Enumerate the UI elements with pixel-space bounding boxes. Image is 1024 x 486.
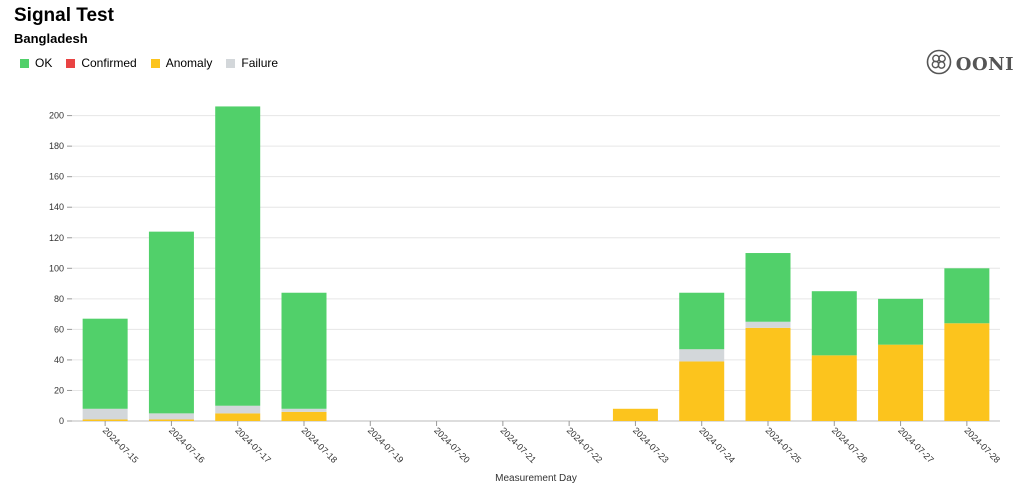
- y-tick-label: 80: [54, 294, 64, 304]
- ooni-logo-icon: [926, 49, 952, 80]
- bar-ok: [281, 292, 327, 409]
- bar-ok: [148, 231, 194, 414]
- bar-ok: [679, 292, 725, 350]
- legend-item-anomaly[interactable]: Anomaly: [150, 56, 213, 70]
- bar-failure: [745, 321, 791, 328]
- legend: OK Confirmed Anomaly Failure: [20, 56, 278, 70]
- legend-swatch-confirmed: [66, 58, 76, 68]
- bar-anomaly: [878, 344, 924, 421]
- x-tick-label: 2024-07-25: [764, 425, 804, 465]
- bar-failure: [148, 413, 194, 420]
- x-tick-label: 2024-07-28: [962, 425, 1002, 465]
- x-tick-label: 2024-07-19: [366, 425, 406, 465]
- bar-failure: [281, 408, 327, 412]
- x-tick-label: 2024-07-22: [565, 425, 605, 465]
- x-tick-label: 2024-07-21: [498, 425, 538, 465]
- y-tick-label: 120: [49, 233, 64, 243]
- bar-ok: [745, 253, 791, 322]
- y-tick-label: 40: [54, 355, 64, 365]
- legend-swatch-anomaly: [150, 58, 160, 68]
- legend-label-confirmed: Confirmed: [81, 56, 137, 70]
- bar-anomaly: [612, 408, 658, 421]
- bar-anomaly: [745, 327, 791, 421]
- x-tick-label: 2024-07-20: [432, 425, 472, 465]
- x-tick-label: 2024-07-15: [101, 425, 141, 465]
- legend-item-failure[interactable]: Failure: [226, 56, 278, 70]
- y-tick-label: 160: [49, 172, 64, 182]
- bar-ok: [878, 298, 924, 345]
- x-tick-label: 2024-07-26: [830, 425, 870, 465]
- legend-label-ok: OK: [35, 56, 53, 70]
- x-tick-label: 2024-07-18: [300, 425, 340, 465]
- bar-ok: [944, 268, 990, 324]
- bar-failure: [679, 349, 725, 362]
- ooni-logo: OONI: [926, 49, 1014, 80]
- bar-anomaly: [148, 419, 194, 421]
- bar-anomaly: [281, 411, 327, 421]
- legend-swatch-failure: [226, 58, 236, 68]
- legend-label-anomaly: Anomaly: [165, 56, 213, 70]
- legend-label-failure: Failure: [241, 56, 279, 70]
- x-axis-title: Measurement Day: [495, 473, 577, 484]
- bar-anomaly: [679, 361, 725, 421]
- x-tick-label: 2024-07-27: [896, 425, 936, 465]
- legend-swatch-ok: [20, 58, 29, 68]
- legend-item-confirmed[interactable]: Confirmed: [66, 56, 137, 70]
- ooni-logo-text: OONI: [955, 54, 1014, 75]
- bar-failure: [82, 408, 128, 420]
- x-tick-label: 2024-07-17: [233, 425, 273, 465]
- bar-anomaly: [811, 355, 857, 421]
- y-tick-label: 20: [54, 385, 64, 395]
- bar-failure: [215, 405, 261, 414]
- y-tick-label: 0: [59, 416, 64, 426]
- bar-ok: [215, 106, 261, 406]
- y-tick-label: 100: [49, 263, 64, 273]
- bar-anomaly: [82, 419, 128, 421]
- y-tick-label: 60: [54, 324, 64, 334]
- legend-item-ok[interactable]: OK: [20, 56, 52, 70]
- chart-title: Signal Test: [14, 5, 114, 26]
- x-tick-label: 2024-07-16: [167, 425, 207, 465]
- bar-ok: [82, 318, 128, 409]
- x-tick-label: 2024-07-24: [697, 425, 737, 465]
- y-tick-label: 200: [49, 111, 64, 121]
- bar-anomaly: [215, 413, 261, 421]
- chart-subtitle: Bangladesh: [14, 31, 88, 46]
- y-tick-label: 180: [49, 141, 64, 151]
- bar-anomaly: [944, 323, 990, 421]
- bar-ok: [811, 291, 857, 356]
- y-tick-label: 140: [49, 202, 64, 212]
- x-tick-label: 2024-07-23: [631, 425, 671, 465]
